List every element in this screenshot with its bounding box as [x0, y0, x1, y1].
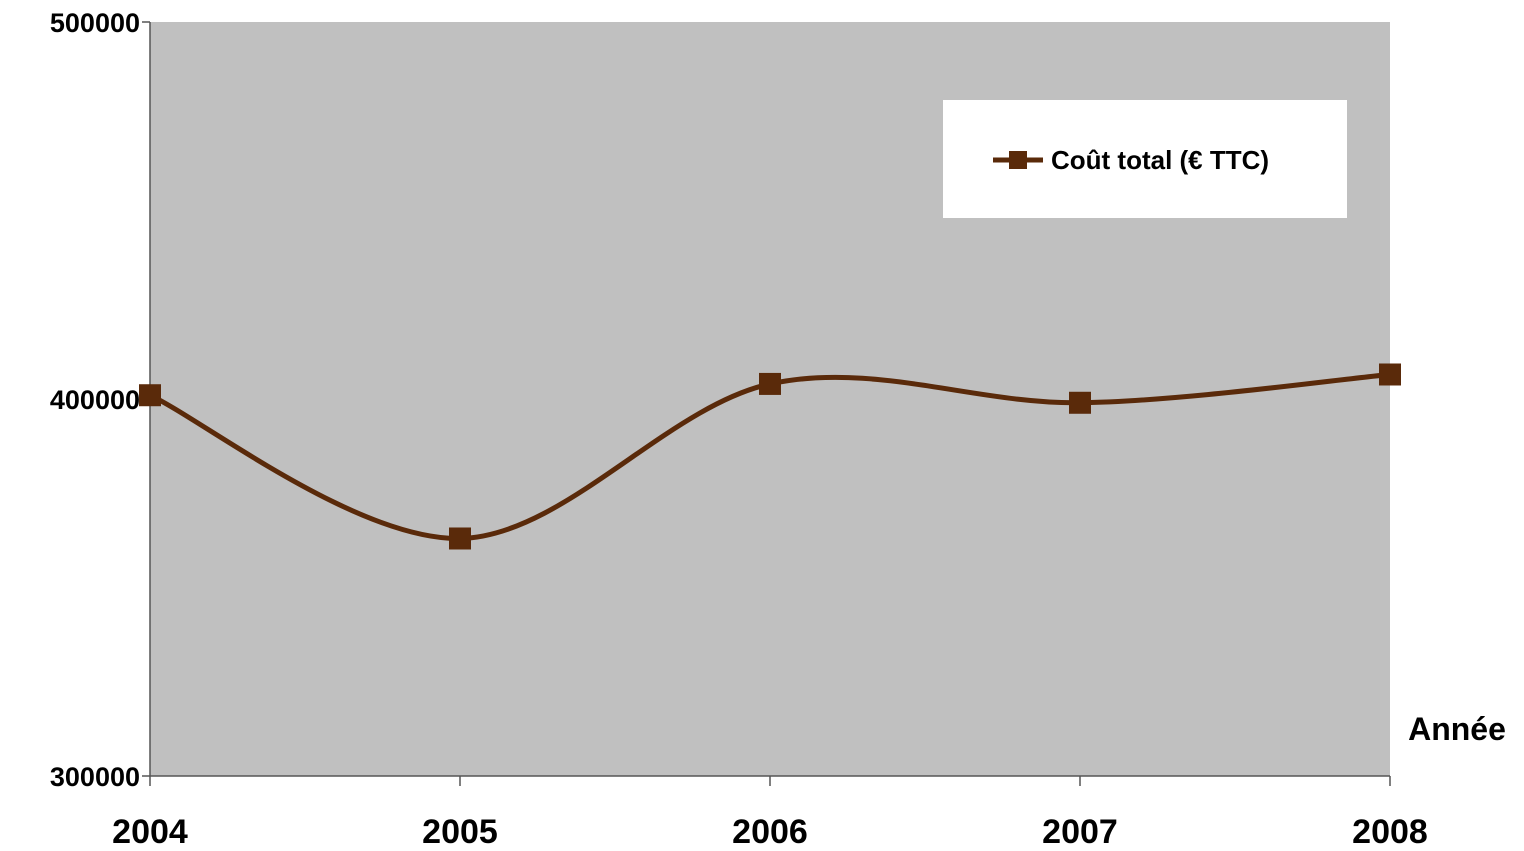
x-axis-label: Année [1408, 711, 1506, 747]
x-tick-label: 2004 [112, 813, 188, 851]
data-point-marker [449, 527, 471, 550]
x-axis-ticks: 2004 2005 2006 2007 2008 [112, 776, 1428, 851]
data-point-marker [759, 372, 781, 395]
x-tick-label: 2007 [1042, 813, 1118, 851]
y-tick-label: 500000 [50, 8, 140, 38]
legend-label: Coût total (€ TTC) [1051, 145, 1269, 175]
x-tick-label: 2005 [422, 813, 498, 851]
series-markers [139, 363, 1401, 550]
data-point-marker [1379, 363, 1401, 386]
y-tick-label: 400000 [50, 385, 140, 415]
y-axis-ticks: 300000 400000 500000 [50, 8, 150, 792]
x-tick-label: 2006 [732, 813, 808, 851]
legend: Coût total (€ TTC) [943, 100, 1347, 218]
y-tick-label: 300000 [50, 762, 140, 792]
x-tick-label: 2008 [1352, 813, 1428, 851]
data-point-marker [139, 384, 161, 407]
legend-square-marker-icon [1009, 151, 1027, 169]
data-point-marker [1069, 391, 1091, 414]
